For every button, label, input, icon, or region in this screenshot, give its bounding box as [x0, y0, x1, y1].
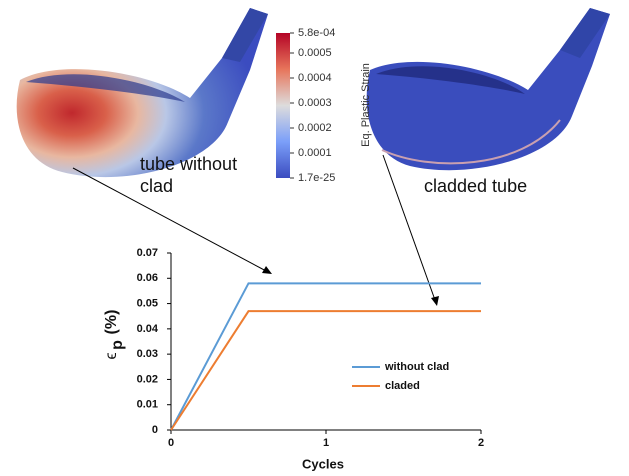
- y-tick-label: 0.07: [137, 247, 158, 259]
- y-tick-label: 0: [152, 424, 158, 436]
- legend-label: without clad: [384, 361, 449, 373]
- series-line: [171, 283, 481, 430]
- colorbar-tick-label: 0.0005: [298, 47, 332, 59]
- colorbar: [276, 33, 290, 178]
- colorbar-tick-label: 0.0004: [298, 72, 332, 84]
- y-label-subscript: p: [109, 340, 126, 350]
- legend-label: claded: [385, 380, 420, 392]
- y-tick-label: 0.05: [137, 297, 158, 309]
- x-axis-label: Cycles: [302, 456, 344, 471]
- y-axis-label: ϵ p (%): [103, 310, 126, 360]
- tube-render: [17, 8, 268, 177]
- render-label: cladded tube: [424, 176, 527, 197]
- x-tick-label: 2: [478, 437, 484, 449]
- y-tick-label: 0.03: [137, 348, 158, 360]
- y-tick-label: 0.02: [137, 373, 158, 385]
- y-label-symbol: ϵ: [103, 352, 120, 359]
- canvas: Eq. Plastic Strain Cycles ϵ p (%) 5.8e-0…: [0, 0, 629, 476]
- tube-render: [367, 8, 610, 170]
- colorbar-tick-label: 1.7e-25: [298, 172, 335, 184]
- x-tick-label: 0: [168, 437, 174, 449]
- y-tick-label: 0.01: [137, 399, 158, 411]
- figure: Eq. Plastic Strain Cycles ϵ p (%) 5.8e-0…: [0, 0, 629, 476]
- colorbar-tick-label: 0.0002: [298, 122, 332, 134]
- x-tick-label: 1: [323, 437, 329, 449]
- colorbar-title: Eq. Plastic Strain: [360, 63, 372, 147]
- y-tick-label: 0.06: [137, 272, 158, 284]
- y-tick-label: 0.04: [137, 323, 159, 335]
- colorbar-tick-label: 5.8e-04: [298, 27, 335, 39]
- colorbar-tick-label: 0.0003: [298, 97, 332, 109]
- render-label: tube without clad: [140, 153, 260, 197]
- y-label-unit: (%): [103, 310, 120, 335]
- colorbar-tick-label: 0.0001: [298, 147, 332, 159]
